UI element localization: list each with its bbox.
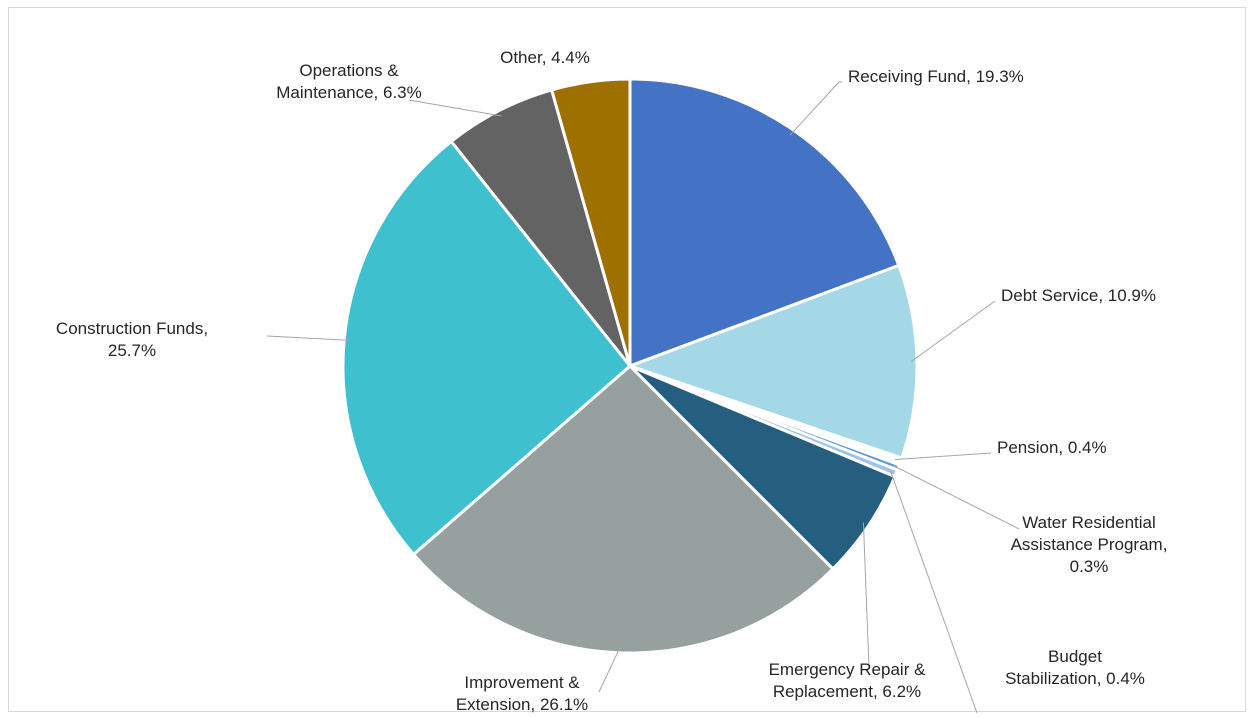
data-label-line: Other, 4.4% xyxy=(500,48,590,67)
data-label-line: Budget xyxy=(1048,647,1102,666)
data-label-line: Extension, 26.1% xyxy=(456,695,588,713)
data-label-improvement-and-extension: Improvement & Extension, 26.1% xyxy=(456,673,588,713)
leader-line-improvement-and-extension xyxy=(598,646,621,693)
data-label-line: Construction Funds, xyxy=(56,319,208,338)
data-label-line: Assistance Program, xyxy=(1011,535,1168,554)
data-label-emergency-repair-and-replacement: Emergency Repair & Replacement, 6.2% xyxy=(769,660,927,701)
leader-line-budget-stabilization xyxy=(890,470,978,713)
pie-slice-debt-service xyxy=(628,263,919,460)
data-label-operations-and-maintenance: Operations & Maintenance, 6.3% xyxy=(276,61,422,102)
data-label-water-residential-assistance-program: Water Residential Assistance Program, 0.3% xyxy=(1011,513,1168,576)
data-label-line: Receiving Fund, 19.3% xyxy=(848,67,1024,86)
data-label-other: Other, 4.4% xyxy=(500,48,590,67)
data-label-line: Replacement, 6.2% xyxy=(773,682,921,701)
data-label-debt-service: Debt Service, 10.9% xyxy=(1001,286,1156,305)
pie-slice-receiving-fund xyxy=(628,77,901,368)
data-label-line: Stabilization, 0.4% xyxy=(1005,669,1145,688)
data-label-line: 0.3% xyxy=(1070,557,1109,576)
leader-line-pension xyxy=(894,452,992,460)
data-label-line: Operations & xyxy=(299,61,399,80)
pie-slice-improvement-and-extension xyxy=(412,364,835,655)
leader-line-receiving-fund xyxy=(789,81,842,136)
data-label-line: Debt Service, 10.9% xyxy=(1001,286,1156,305)
leader-line-emergency-repair-and-replacement xyxy=(862,522,870,669)
leader-line-operations-and-maintenance xyxy=(408,99,502,117)
chart-frame: Receiving Fund, 19.3% Debt Service, 10.9%… xyxy=(8,7,1246,713)
data-label-line: Improvement & xyxy=(464,673,580,692)
data-label-budget-stabilization: Budget Stabilization, 0.4% xyxy=(1005,647,1145,688)
leader-line-water-residential-assistance-program xyxy=(892,464,1020,530)
leader-line-construction-funds xyxy=(266,335,351,341)
data-label-line: 25.7% xyxy=(108,341,156,360)
pie-slice-operations-and-maintenance xyxy=(449,88,632,368)
leader-line-debt-service xyxy=(910,300,996,363)
data-label-line: Pension, 0.4% xyxy=(997,438,1107,457)
data-label-line: Maintenance, 6.3% xyxy=(276,83,422,102)
data-labels: Receiving Fund, 19.3% Debt Service, 10.9%… xyxy=(56,48,1167,713)
data-label-line: Emergency Repair & xyxy=(769,660,927,679)
pie-slices xyxy=(341,77,919,655)
data-label-pension: Pension, 0.4% xyxy=(997,438,1107,457)
pie-chart: Receiving Fund, 19.3% Debt Service, 10.9%… xyxy=(56,48,1167,713)
data-label-construction-funds: Construction Funds, 25.7% xyxy=(56,319,208,360)
data-label-receiving-fund: Receiving Fund, 19.3% xyxy=(848,67,1024,86)
pie-slice-other xyxy=(550,77,632,368)
leader-lines xyxy=(266,81,1020,713)
data-label-line: Water Residential xyxy=(1022,513,1156,532)
